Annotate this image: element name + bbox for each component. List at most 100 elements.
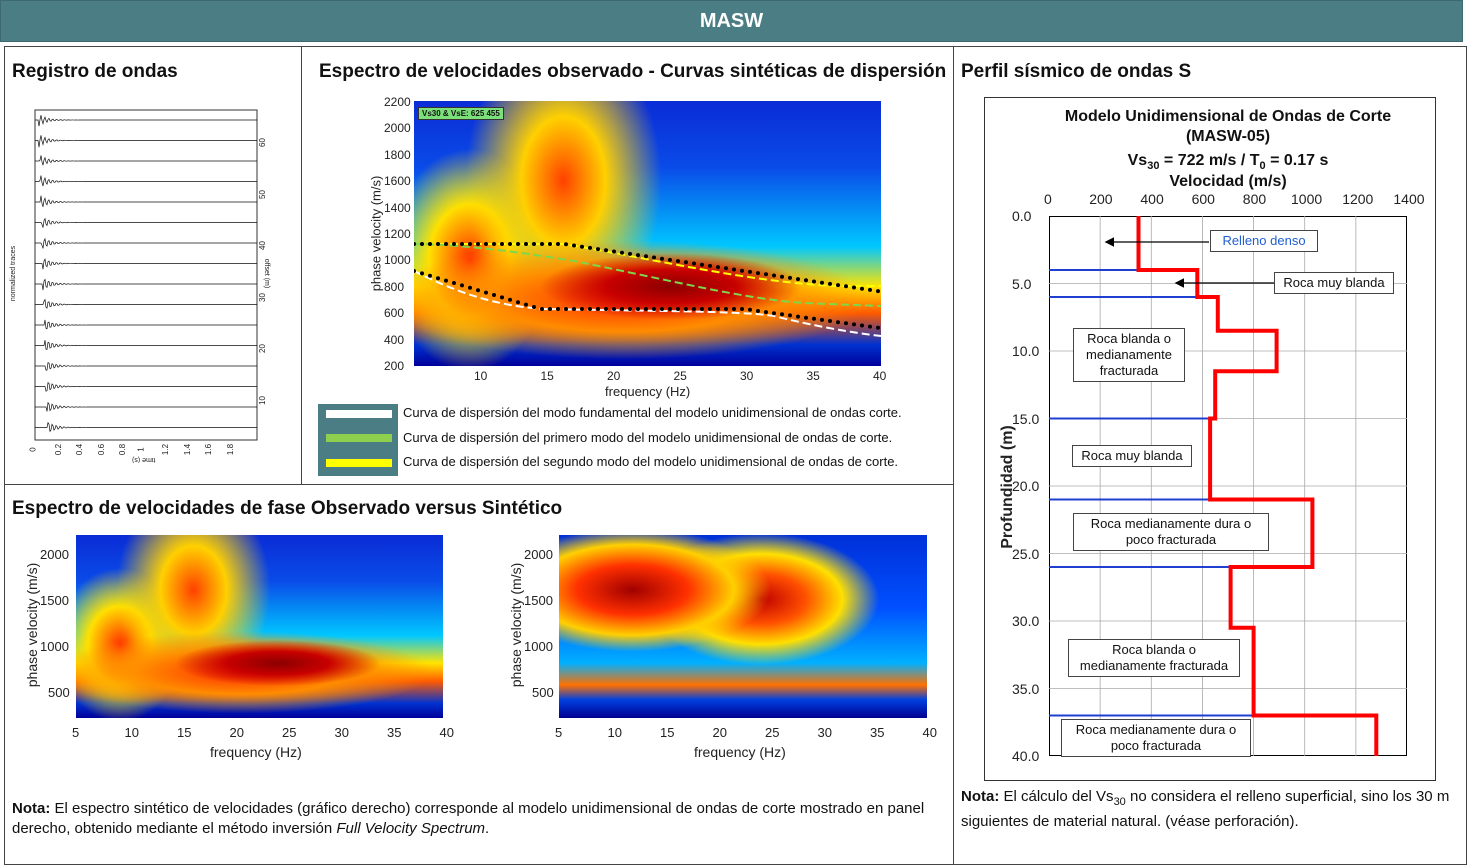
seismogram-time-tick: 1.6 — [204, 443, 214, 456]
dispersion-point — [532, 242, 536, 246]
seismogram-time-tick: 1.4 — [182, 443, 192, 456]
dispersion-point — [812, 279, 816, 284]
dispersion-point — [500, 295, 504, 300]
dispersion-point — [452, 242, 456, 246]
profile-x-label: Velocidad (m/s) — [1169, 173, 1287, 190]
dispersion-point — [716, 307, 720, 311]
dispersion-point — [716, 265, 720, 270]
seismogram-trace — [35, 175, 257, 187]
dispersion-point — [692, 261, 696, 266]
dispersion-point — [628, 307, 632, 311]
dispersion-point — [414, 242, 416, 246]
profile-y-tick: 25.0 — [1012, 545, 1040, 562]
dispersion-point — [668, 257, 672, 262]
profile-x-tick: 1000 — [1291, 191, 1323, 207]
seismogram-offset-tick: 60 — [257, 138, 267, 147]
profile-x-tick: 1400 — [1393, 191, 1425, 207]
dispersion-point — [436, 242, 440, 246]
profile-y-tick: 30.0 — [1012, 613, 1040, 629]
dispersion-point — [620, 307, 624, 311]
dispersion-point — [524, 242, 528, 246]
comparison-x-tick: 30 — [817, 725, 832, 740]
dispersion-point — [836, 283, 840, 288]
comparison-title: Espectro de velocidades de fase Observad… — [12, 498, 563, 519]
dispersion-point — [508, 297, 512, 302]
dispersion-point — [444, 278, 448, 283]
dispersion-point — [844, 321, 848, 326]
legend-swatch-panel — [318, 404, 398, 476]
dispersion-point — [876, 325, 880, 330]
page-header: MASW — [0, 0, 1463, 42]
compare-right-x-label: frequency (Hz) — [694, 744, 786, 760]
dispersion-point — [820, 317, 824, 322]
dispersion-point — [676, 259, 680, 264]
profile-x-tick: 200 — [1089, 191, 1113, 207]
dispersion-point — [468, 285, 472, 290]
observed-y-tick: 400 — [384, 332, 405, 347]
dispersion-point — [548, 242, 552, 246]
seismogram-time-tick: 0.8 — [118, 443, 128, 456]
compare-right-y-label: phase velocity (m/s) — [508, 562, 525, 688]
dispersion-point — [836, 320, 840, 325]
legend-swatch-fundamental — [326, 410, 392, 418]
compare-left-y-label: phase velocity (m/s) — [24, 562, 41, 688]
layer-label-roca-blanda-1: Roca blanda o medianamente fracturada — [1073, 328, 1185, 382]
layer-label-roca-muy-blanda-2: Roca muy blanda — [1072, 445, 1192, 467]
seismogram-trace — [35, 195, 257, 207]
comparison-note: Nota: El espectro sintético de velocidad… — [12, 799, 952, 839]
profile-chart-title-1: Modelo Unidimensional de Ondas de Corte — [1064, 108, 1392, 125]
comparison-x-tick: 15 — [177, 725, 192, 740]
profile-note-text-2: no considera el relleno superficial, sin… — [961, 788, 1450, 830]
comparison-x-tick: 35 — [870, 725, 885, 740]
layer-label-roca-dura-2: Roca medianamente dura o poco fracturada — [1061, 719, 1251, 757]
profile-x-tick: 0 — [1044, 191, 1052, 207]
dispersion-point — [780, 312, 784, 317]
comparison-x-tick: 35 — [387, 725, 402, 740]
seismogram-offset-tick: 30 — [257, 292, 267, 302]
dispersion-point — [564, 242, 568, 247]
comparison-note-label: Nota: — [12, 800, 51, 817]
profile-note-text-1: El cálculo del Vs — [999, 788, 1114, 805]
dispersion-point — [460, 283, 464, 288]
dispersion-point — [636, 307, 640, 311]
profile-x-tick: 400 — [1140, 191, 1164, 207]
dispersion-point — [492, 242, 496, 246]
dispersion-point — [868, 324, 872, 329]
seismogram-trace — [35, 298, 257, 309]
comparison-note-method: Full Velocity Spectrum — [336, 820, 486, 837]
comparison-y-tick: 1000 — [40, 639, 69, 654]
observed-y-label: phase velocity (m/s) — [368, 175, 384, 292]
dispersion-point — [788, 275, 792, 280]
dispersion-point — [508, 242, 512, 246]
dispersion-point — [620, 250, 624, 255]
profile-chart-title-2: (MASW-05) — [1185, 128, 1271, 145]
dispersion-point — [772, 273, 776, 278]
dispersion-point — [516, 300, 520, 305]
comparison-x-tick: 5 — [72, 725, 80, 740]
dispersion-point — [828, 281, 832, 286]
seismogram-time-tick: 1.8 — [225, 443, 235, 456]
comparison-y-tick: 500 — [532, 685, 554, 700]
dispersion-point — [548, 307, 552, 311]
seismogram-trace — [35, 115, 257, 127]
seismogram-time-tick: 1.2 — [161, 443, 171, 456]
profile-y-tick: 35.0 — [1012, 680, 1040, 697]
comparison-panel — [4, 484, 954, 865]
observed-y-tick: 1200 — [384, 227, 411, 241]
observed-y-tick: 1800 — [384, 147, 411, 162]
synthetic-spectrum-small — [559, 535, 927, 718]
seismogram-offset-tick: 50 — [257, 189, 267, 199]
seismogram-trace — [35, 217, 257, 228]
dispersion-point — [740, 307, 744, 311]
dispersion-point — [572, 243, 576, 248]
dispersion-point — [828, 319, 832, 323]
layer-label-roca-muy-blanda-1: Roca muy blanda — [1274, 272, 1394, 294]
seismogram-time-tick: 0.2 — [53, 443, 63, 456]
dispersion-point — [764, 310, 768, 315]
t0-value: = 0.17 s — [1265, 152, 1329, 169]
profile-x-tick: 800 — [1242, 191, 1267, 207]
dispersion-point — [692, 307, 696, 311]
layer-arrows — [1104, 237, 1274, 288]
profile-x-tick: 600 — [1191, 191, 1215, 207]
dispersion-point — [580, 307, 584, 311]
